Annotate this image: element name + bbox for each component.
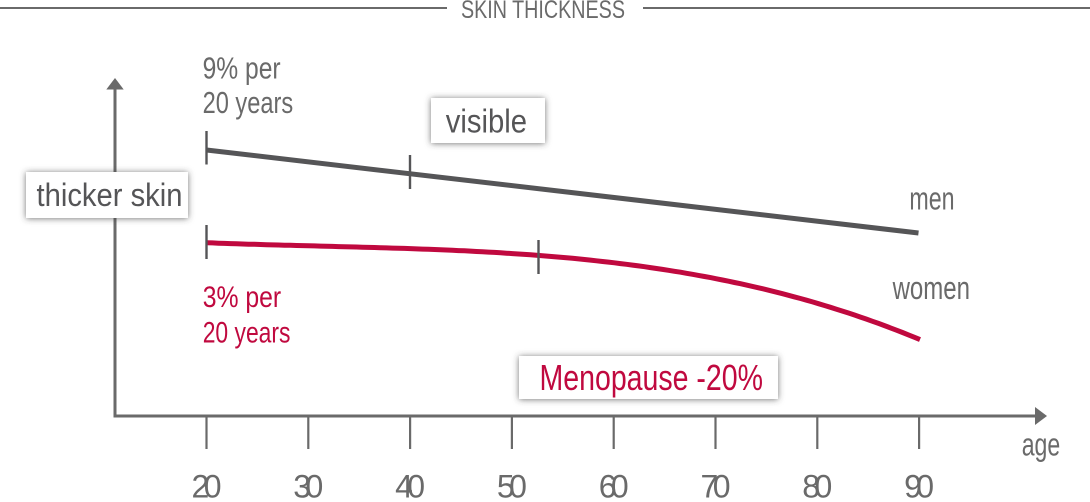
svg-text:visible: visible xyxy=(446,102,527,139)
svg-text:3% per: 3% per xyxy=(203,281,282,314)
svg-text:80: 80 xyxy=(802,469,832,502)
svg-text:men: men xyxy=(909,181,954,217)
svg-text:9% per: 9% per xyxy=(203,51,281,86)
svg-text:40: 40 xyxy=(395,469,425,502)
svg-text:50: 50 xyxy=(497,469,527,502)
svg-text:SKIN THICKNESS: SKIN THICKNESS xyxy=(461,0,625,24)
svg-text:women: women xyxy=(892,270,970,306)
svg-text:20 years: 20 years xyxy=(203,316,291,349)
svg-text:20: 20 xyxy=(192,469,222,502)
svg-text:Menopause -20%: Menopause -20% xyxy=(540,357,764,398)
svg-text:60: 60 xyxy=(599,469,629,502)
svg-text:age: age xyxy=(1022,427,1060,463)
svg-text:thicker skin: thicker skin xyxy=(37,177,183,213)
svg-text:20 years: 20 years xyxy=(203,85,294,120)
svg-text:70: 70 xyxy=(701,469,731,502)
svg-text:90: 90 xyxy=(904,469,934,502)
svg-text:30: 30 xyxy=(293,469,323,502)
